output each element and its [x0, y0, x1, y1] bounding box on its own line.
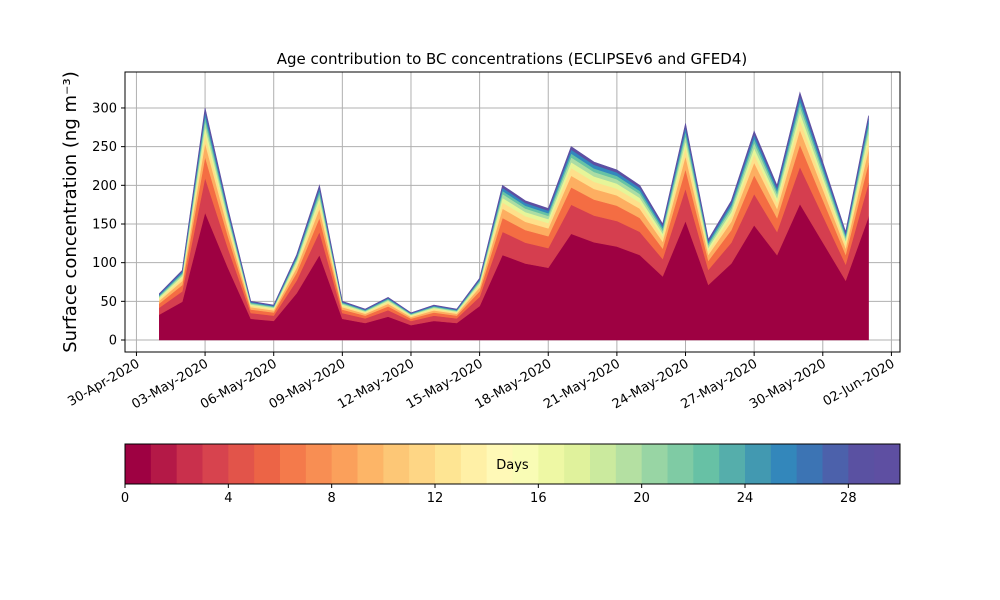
area-layer [159, 91, 869, 341]
colorbar-swatch [486, 444, 513, 484]
colorbar-swatch [745, 444, 772, 484]
colorbar-tick-label: 16 [530, 491, 547, 506]
colorbar: Days 0 4 8 12 16 20 24 28 [121, 443, 901, 506]
colorbar-swatch [228, 444, 255, 484]
colorbar-swatch [150, 444, 178, 484]
colorbar-swatch [874, 444, 901, 484]
colorbar-frame [124, 443, 901, 485]
y-tick-label: 200 [92, 179, 117, 194]
colorbar-swatch [796, 444, 823, 484]
colorbar-tick-label: 4 [224, 491, 232, 506]
colorbar-swatch [719, 444, 746, 484]
colorbar-tick-label: 20 [633, 491, 650, 506]
colorbar-swatch [331, 444, 358, 484]
colorbar-tick-label: 0 [121, 491, 129, 506]
colorbar-tick-label: 12 [427, 491, 444, 506]
colorbar-tick-label: 28 [840, 491, 857, 506]
colorbar-swatch [254, 444, 281, 484]
y-tick-label: 100 [92, 256, 117, 271]
colorbar-swatch [667, 444, 694, 484]
colorbar-swatch [590, 444, 617, 484]
y-tick-label: 0 [109, 334, 117, 349]
y-tick-label: 50 [100, 295, 117, 310]
colorbar-tick-label: 24 [737, 491, 754, 506]
y-axis-label: Surface concentration (ng m⁻³) [60, 71, 81, 353]
colorbar-label: Days [496, 458, 529, 473]
area-band [159, 91, 869, 314]
plot-frame [124, 71, 901, 353]
colorbar-swatch [822, 444, 849, 484]
colorbar-swatch [538, 444, 565, 484]
colorbar-swatch [280, 444, 307, 484]
colorbar-swatch [409, 444, 436, 484]
colorbar-swatch [357, 444, 384, 484]
colorbar-swatch [641, 444, 668, 484]
y-tick-label: 250 [92, 140, 117, 155]
colorbar-swatch [615, 444, 643, 484]
colorbar-swatch [202, 444, 229, 484]
chart-title: Age contribution to BC concentrations (E… [277, 50, 748, 68]
colorbar-swatch [564, 444, 591, 484]
colorbar-swatch [848, 444, 875, 484]
colorbar-swatch [305, 444, 333, 484]
y-tick-label: 150 [92, 217, 117, 232]
colorbar-swatch [435, 444, 462, 484]
colorbar-swatch [383, 444, 410, 484]
colorbar-swatch [693, 444, 720, 484]
y-tick-label: 300 [92, 101, 117, 116]
colorbar-swatch [176, 444, 203, 484]
colorbar-swatch [125, 444, 152, 484]
colorbar-swatch [770, 444, 798, 484]
colorbar-swatch [460, 444, 488, 484]
colorbar-tick-label: 8 [328, 491, 336, 506]
colorbar-swatch [512, 444, 539, 484]
